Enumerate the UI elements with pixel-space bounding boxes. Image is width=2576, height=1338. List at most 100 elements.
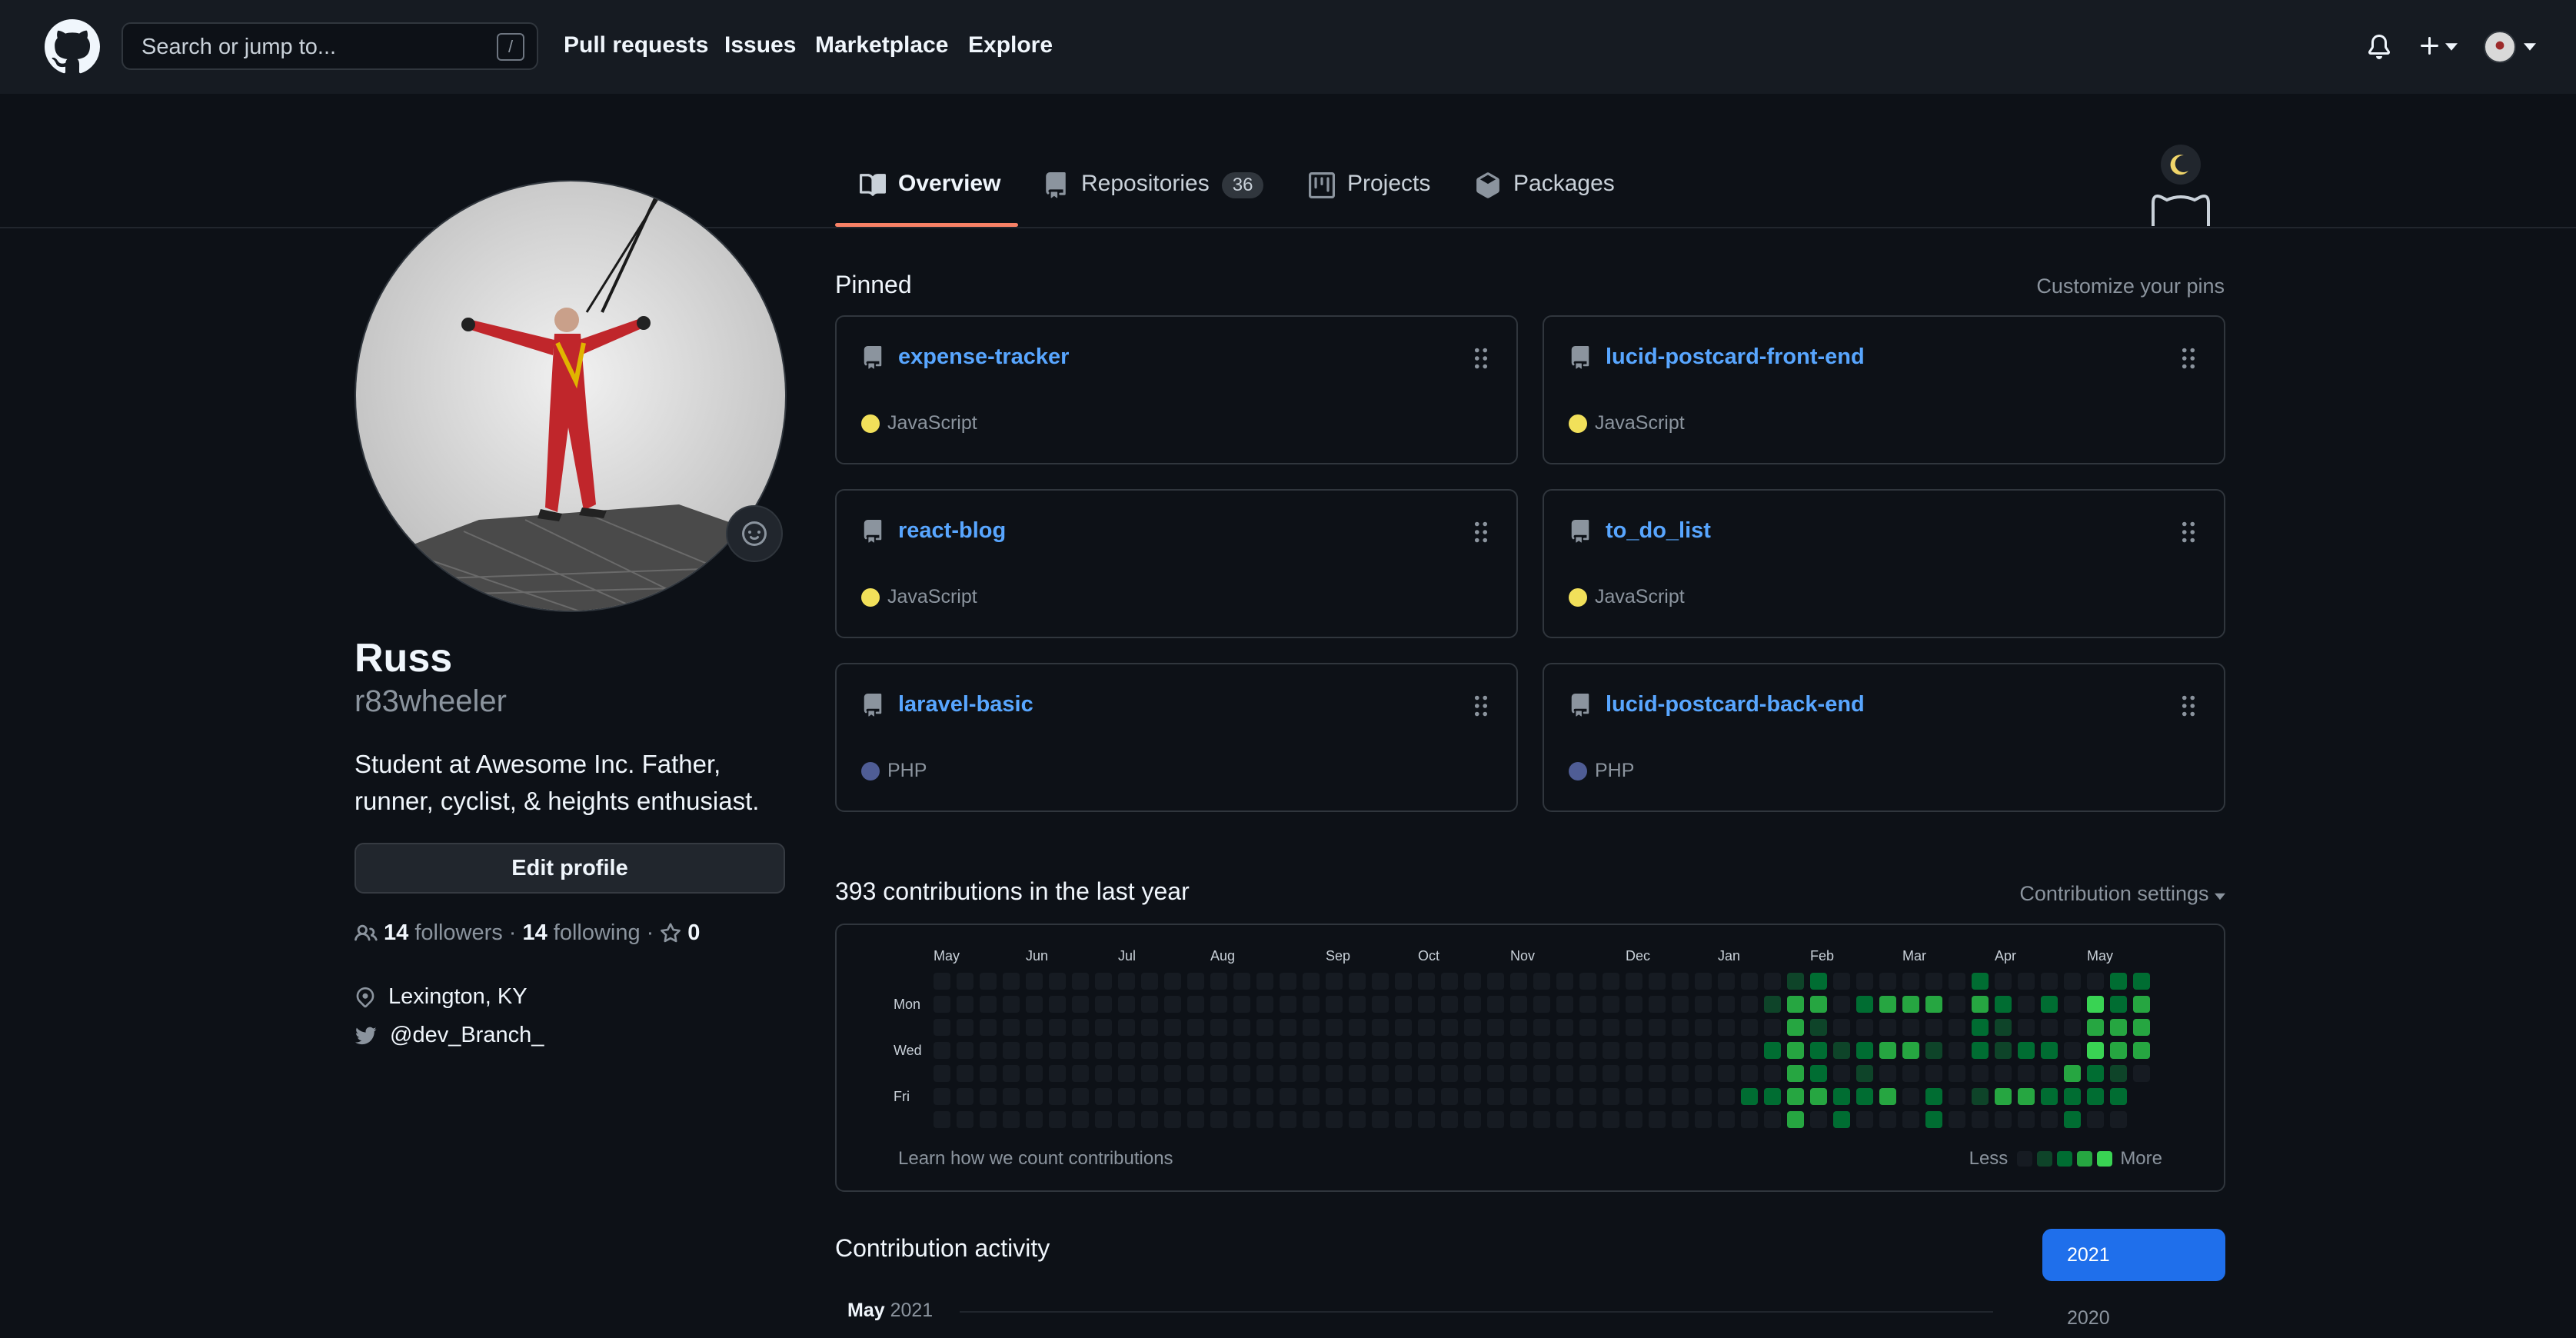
contribution-day[interactable]: [1164, 1019, 1181, 1036]
bell-icon[interactable]: [2367, 34, 2391, 60]
contribution-day[interactable]: [1649, 996, 1666, 1013]
contribution-day[interactable]: [1649, 1088, 1666, 1105]
contribution-day[interactable]: [1972, 1019, 1989, 1036]
contribution-day[interactable]: [1372, 1019, 1389, 1036]
grabber-icon[interactable]: [1473, 521, 1489, 543]
contribution-day[interactable]: [2041, 1065, 2058, 1082]
contribution-day[interactable]: [1095, 1042, 1112, 1059]
contribution-day[interactable]: [1141, 973, 1158, 990]
contribution-day[interactable]: [1118, 996, 1135, 1013]
contribution-day[interactable]: [1256, 973, 1273, 990]
contribution-day[interactable]: [1787, 1019, 1804, 1036]
contribution-day[interactable]: [1995, 1088, 2012, 1105]
contribution-day[interactable]: [1695, 1088, 1712, 1105]
contribution-day[interactable]: [1902, 1019, 1919, 1036]
contribution-day[interactable]: [1464, 1065, 1481, 1082]
contribution-day[interactable]: [1049, 1019, 1066, 1036]
contribution-day[interactable]: [2064, 1042, 2081, 1059]
year-2020-link[interactable]: 2020: [2067, 1307, 2110, 1329]
contribution-day[interactable]: [1095, 1065, 1112, 1082]
contribution-day[interactable]: [1349, 1042, 1366, 1059]
contribution-day[interactable]: [2087, 1042, 2104, 1059]
contribution-day[interactable]: [1533, 1088, 1550, 1105]
contribution-day[interactable]: [2064, 1088, 2081, 1105]
contribution-day[interactable]: [1718, 1065, 1735, 1082]
contribution-day[interactable]: [1280, 973, 1296, 990]
contribution-day[interactable]: [1141, 1042, 1158, 1059]
contribution-day[interactable]: [1649, 1042, 1666, 1059]
contribution-day[interactable]: [1395, 1065, 1412, 1082]
contribution-day[interactable]: [1049, 1042, 1066, 1059]
github-logo-icon[interactable]: [45, 19, 100, 75]
contribution-day[interactable]: [1579, 1111, 1596, 1128]
contribution-day[interactable]: [1464, 996, 1481, 1013]
contribution-day[interactable]: [1303, 996, 1320, 1013]
contribution-day[interactable]: [1487, 1111, 1504, 1128]
contribution-day[interactable]: [2041, 973, 2058, 990]
contribution-day[interactable]: [1856, 996, 1873, 1013]
contribution-day[interactable]: [1487, 1019, 1504, 1036]
contribution-day[interactable]: [1902, 1065, 1919, 1082]
contribution-day[interactable]: [1164, 973, 1181, 990]
contribution-day[interactable]: [1972, 1042, 1989, 1059]
contribution-day[interactable]: [1095, 1088, 1112, 1105]
contribution-day[interactable]: [1072, 996, 1089, 1013]
contribution-day[interactable]: [2018, 1088, 2035, 1105]
contribution-day[interactable]: [1810, 1042, 1827, 1059]
contribution-day[interactable]: [1556, 973, 1573, 990]
contribution-day[interactable]: [1210, 1065, 1227, 1082]
contribution-day[interactable]: [1441, 1088, 1458, 1105]
contribution-day[interactable]: [1949, 1111, 1965, 1128]
contribution-day[interactable]: [1095, 1111, 1112, 1128]
contribution-day[interactable]: [2018, 1042, 2035, 1059]
contribution-day[interactable]: [1533, 1042, 1550, 1059]
contribution-day[interactable]: [2133, 1019, 2150, 1036]
contribution-day[interactable]: [1972, 996, 1989, 1013]
contribution-day[interactable]: [1533, 1111, 1550, 1128]
contribution-day[interactable]: [1049, 973, 1066, 990]
contribution-day[interactable]: [1095, 1019, 1112, 1036]
contribution-day[interactable]: [1695, 1042, 1712, 1059]
contribution-day[interactable]: [1925, 1088, 1942, 1105]
contribution-day[interactable]: [1395, 1111, 1412, 1128]
contribution-day[interactable]: [1233, 1065, 1250, 1082]
contribution-day[interactable]: [1118, 1042, 1135, 1059]
contribution-day[interactable]: [1487, 1042, 1504, 1059]
contribution-day[interactable]: [2087, 1111, 2104, 1128]
contribution-day[interactable]: [1810, 1088, 1827, 1105]
contribution-day[interactable]: [1233, 1042, 1250, 1059]
contribution-day[interactable]: [980, 1019, 997, 1036]
contribution-day[interactable]: [1556, 1019, 1573, 1036]
contribution-day[interactable]: [1118, 1088, 1135, 1105]
contribution-day[interactable]: [2041, 1088, 2058, 1105]
contribution-day[interactable]: [2041, 1019, 2058, 1036]
contribution-day[interactable]: [1787, 1111, 1804, 1128]
contribution-day[interactable]: [1487, 1065, 1504, 1082]
set-status-button[interactable]: [726, 505, 783, 562]
contribution-day[interactable]: [1118, 973, 1135, 990]
contribution-day[interactable]: [2018, 1065, 2035, 1082]
contribution-day[interactable]: [1372, 1111, 1389, 1128]
contribution-day[interactable]: [1441, 1065, 1458, 1082]
contribution-day[interactable]: [1764, 973, 1781, 990]
contribution-day[interactable]: [1810, 1019, 1827, 1036]
contribution-day[interactable]: [1280, 1111, 1296, 1128]
contribution-day[interactable]: [2087, 996, 2104, 1013]
contribution-day[interactable]: [1718, 996, 1735, 1013]
contribution-day[interactable]: [1049, 1088, 1066, 1105]
caret-down-icon[interactable]: [2445, 43, 2458, 51]
edit-profile-button[interactable]: Edit profile: [354, 843, 785, 894]
contribution-day[interactable]: [957, 1042, 973, 1059]
year-2021-button[interactable]: 2021: [2042, 1229, 2225, 1281]
contribution-day[interactable]: [2018, 1111, 2035, 1128]
contribution-day[interactable]: [1349, 1019, 1366, 1036]
contribution-day[interactable]: [1395, 1042, 1412, 1059]
contribution-day[interactable]: [934, 1042, 950, 1059]
contribution-day[interactable]: [1603, 973, 1619, 990]
contribution-day[interactable]: [1141, 1019, 1158, 1036]
contribution-day[interactable]: [1303, 1042, 1320, 1059]
contribution-day[interactable]: [1072, 1065, 1089, 1082]
contribution-day[interactable]: [1187, 1111, 1204, 1128]
contribution-day[interactable]: [1372, 996, 1389, 1013]
contribution-day[interactable]: [1326, 1019, 1343, 1036]
